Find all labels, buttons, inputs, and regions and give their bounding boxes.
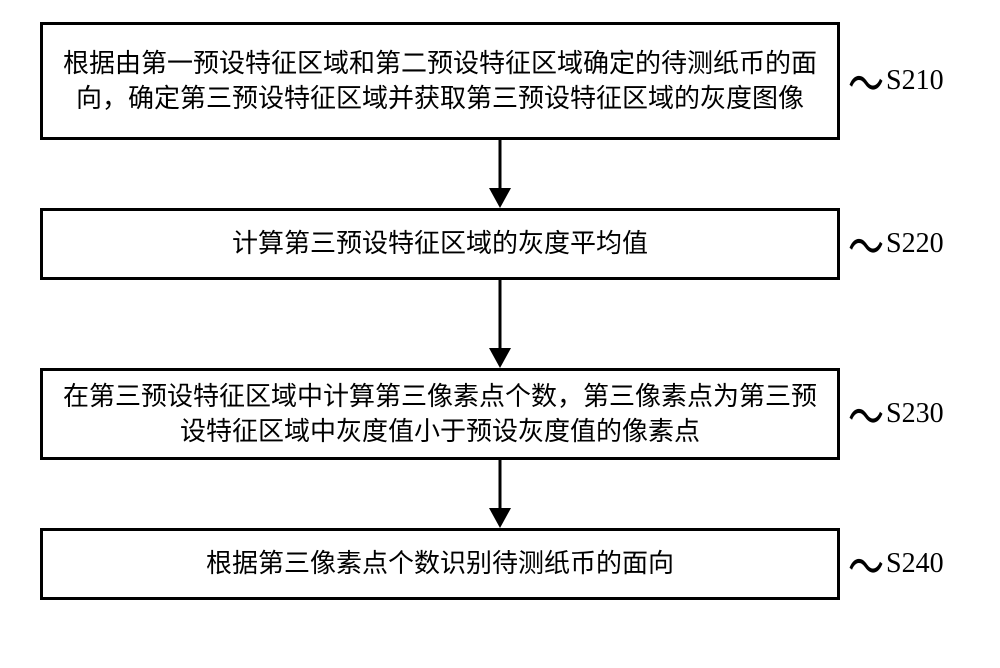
arrow [40, 140, 960, 208]
flowchart-container: 根据由第一预设特征区域和第二预设特征区域确定的待测纸币的面向，确定第三预设特征区… [40, 22, 960, 600]
arrow [40, 460, 960, 528]
connector-tilde: 〜 [848, 378, 884, 451]
step-text: 计算第三预设特征区域的灰度平均值 [232, 226, 648, 261]
step-label: S240 [886, 548, 944, 580]
connector-tilde: 〜 [848, 528, 884, 601]
step-text: 在第三预设特征区域中计算第三像素点个数，第三像素点为第三预设特征区域中灰度值小于… [63, 379, 817, 449]
step-label: S230 [886, 398, 944, 430]
flow-step: 计算第三预设特征区域的灰度平均值 〜 S220 [40, 208, 960, 280]
flow-step: 根据由第一预设特征区域和第二预设特征区域确定的待测纸币的面向，确定第三预设特征区… [40, 22, 960, 140]
connector-tilde: 〜 [848, 208, 884, 281]
step-text: 根据由第一预设特征区域和第二预设特征区域确定的待测纸币的面向，确定第三预设特征区… [63, 46, 817, 116]
flow-step: 在第三预设特征区域中计算第三像素点个数，第三像素点为第三预设特征区域中灰度值小于… [40, 368, 960, 460]
step-box: 在第三预设特征区域中计算第三像素点个数，第三像素点为第三预设特征区域中灰度值小于… [40, 368, 840, 460]
step-label: S220 [886, 228, 944, 260]
step-box: 计算第三预设特征区域的灰度平均值 [40, 208, 840, 280]
connector-tilde: 〜 [848, 45, 884, 118]
step-text: 根据第三像素点个数识别待测纸币的面向 [206, 546, 674, 581]
step-box: 根据第三像素点个数识别待测纸币的面向 [40, 528, 840, 600]
arrow [40, 280, 960, 368]
step-box: 根据由第一预设特征区域和第二预设特征区域确定的待测纸币的面向，确定第三预设特征区… [40, 22, 840, 140]
step-label: S210 [886, 65, 944, 97]
flow-step: 根据第三像素点个数识别待测纸币的面向 〜 S240 [40, 528, 960, 600]
